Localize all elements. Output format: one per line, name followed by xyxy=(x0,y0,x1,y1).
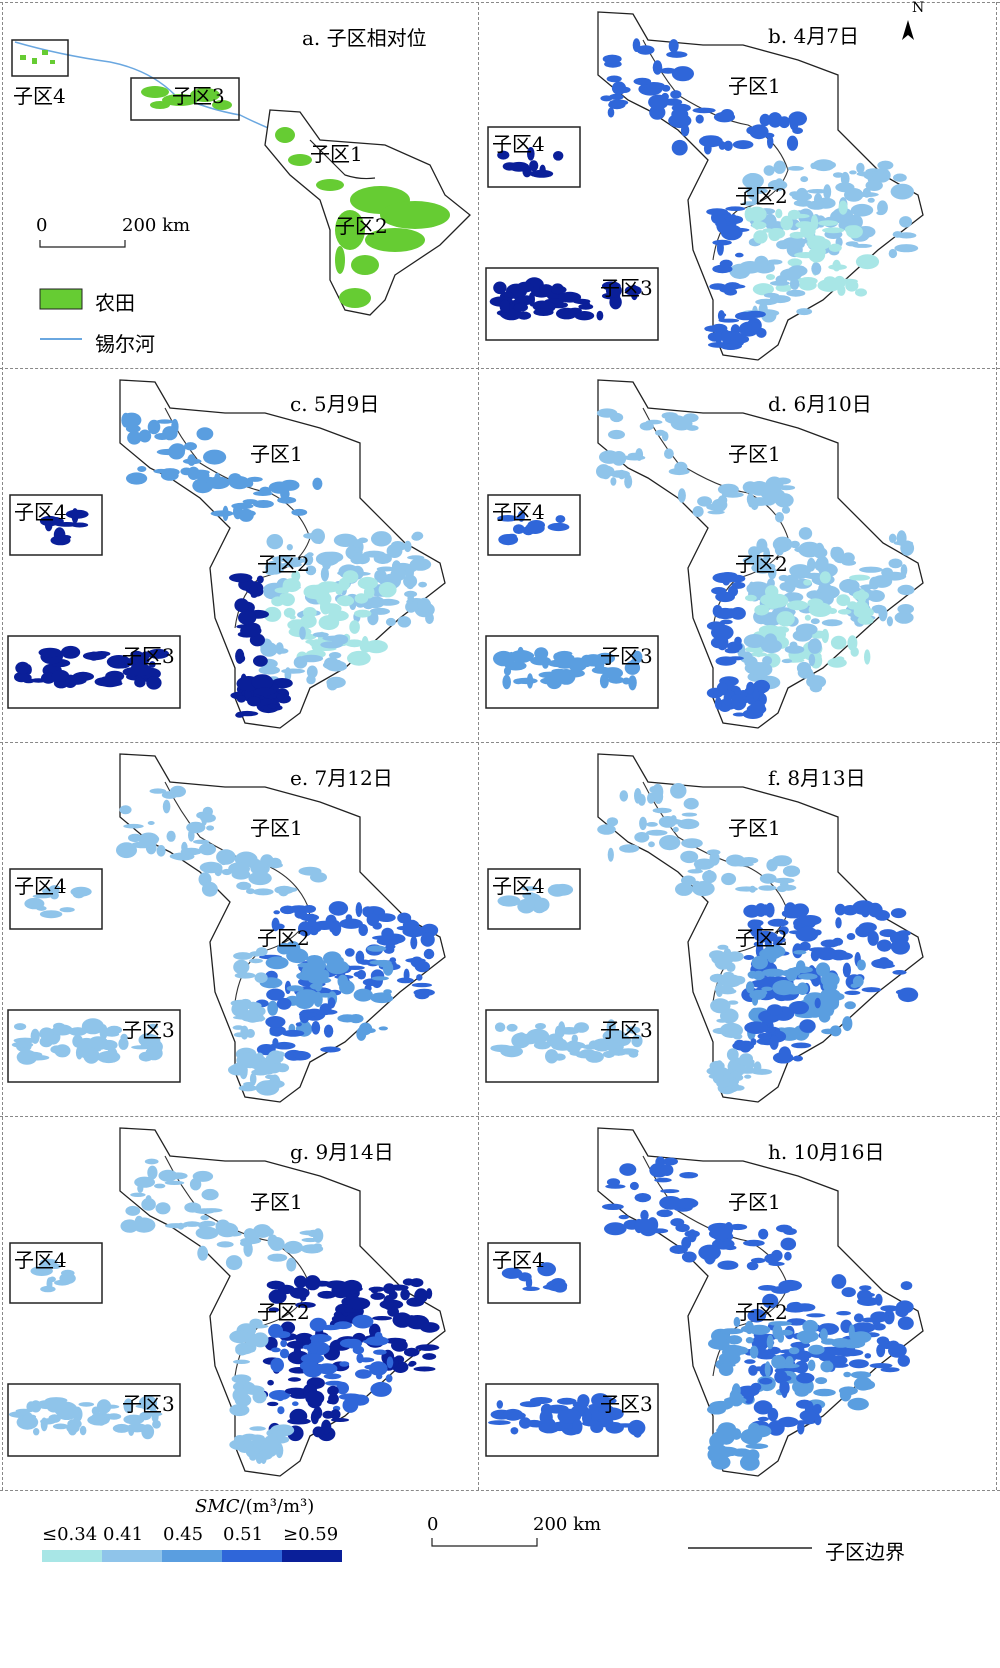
panel-e-subarea-2-label: 子区2 xyxy=(257,926,310,950)
boundary-legend-label: 子区边界 xyxy=(825,1540,905,1564)
panel-d: d. 6月10日子区1 子区2 子区4 子区3 xyxy=(478,368,1000,742)
panel-h-subarea-3-label: 子区3 xyxy=(600,1392,653,1416)
panel-f-map xyxy=(485,753,924,1103)
panel-b-subarea-1-label: 子区1 xyxy=(728,74,781,98)
smc-class-label-0: ≤0.34 xyxy=(42,1524,98,1545)
panel-a-subarea-2-label: 子区2 xyxy=(335,214,388,238)
panel-g: g. 9月14日子区1 子区2 子区4 子区3 xyxy=(0,1116,478,1490)
bottom-legend: SMC/(m³/m³) ≤0.34 0.41 0.45 0.51 ≥0.59 0 200… xyxy=(0,1490,1000,1668)
panel-c: c. 5月9日子区1 子区2 子区4 子区3 xyxy=(0,368,478,742)
panel-g-subarea-3-label: 子区3 xyxy=(122,1392,175,1416)
panel-e-subarea-3-label: 子区3 xyxy=(122,1018,175,1042)
panel-g-subarea-2-label: 子区2 xyxy=(257,1300,310,1324)
panel-h-map xyxy=(485,1127,924,1477)
legend-river-label: 锡尔河 xyxy=(95,332,155,356)
panel-f-subarea-1-label: 子区1 xyxy=(728,816,781,840)
smc-legend-title-var: SMC xyxy=(195,1496,240,1517)
panel-c-subarea-4-label: 子区4 xyxy=(14,500,67,524)
smc-class-label-2: 0.45 xyxy=(163,1524,204,1545)
panel-e-map xyxy=(7,753,446,1103)
panel-a-subarea-4-label: 子区4 xyxy=(13,84,66,108)
panel-h: h. 10月16日子区1 子区2 子区4 子区3 xyxy=(478,1116,1000,1490)
smc-class-swatch-0 xyxy=(42,1550,102,1562)
panel-f: f. 8月13日子区1 子区2 子区4 子区3 xyxy=(478,742,1000,1116)
panel-d-map xyxy=(485,379,924,729)
panel-c-title: c. 5月9日 xyxy=(290,392,380,416)
panel-g-subarea-1-label: 子区1 xyxy=(250,1190,303,1214)
smc-class-swatch-1 xyxy=(102,1550,162,1562)
panel-b-map xyxy=(485,11,924,361)
panel-a-scale-start: 0 xyxy=(36,215,48,236)
grid-divider-v xyxy=(478,2,479,1490)
panel-d-subarea-4-label: 子区4 xyxy=(492,500,545,524)
grid-divider-top xyxy=(0,2,1000,3)
panel-a-map xyxy=(11,39,471,340)
panel-h-subarea-4-label: 子区4 xyxy=(492,1248,545,1272)
panel-h-subarea-1-label: 子区1 xyxy=(728,1190,781,1214)
panel-e: e. 7月12日子区1 子区2 子区4 子区3 xyxy=(0,742,478,1116)
panel-d-subarea-3-label: 子区3 xyxy=(600,644,653,668)
panel-c-map xyxy=(7,379,446,729)
panel-b-title: b. 4月7日 xyxy=(768,24,859,48)
smc-class-label-3: 0.51 xyxy=(223,1524,264,1545)
panel-a-subarea-3-label: 子区3 xyxy=(172,84,225,108)
panel-c-subarea-3-label: 子区3 xyxy=(122,644,175,668)
grid-divider-h4 xyxy=(0,1490,1000,1491)
grid-divider-h2 xyxy=(0,742,1000,743)
smc-class-label-1: 0.41 xyxy=(103,1524,144,1545)
panel-e-subarea-1-label: 子区1 xyxy=(250,816,303,840)
panel-f-subarea-3-label: 子区3 xyxy=(600,1018,653,1042)
grid-divider-left xyxy=(2,2,3,1490)
panel-c-subarea-2-label: 子区2 xyxy=(257,552,310,576)
panel-e-title: e. 7月12日 xyxy=(290,766,393,790)
smc-class-swatch-2 xyxy=(162,1550,222,1562)
panel-h-title: h. 10月16日 xyxy=(768,1140,885,1164)
bottom-scale-end: 200 km xyxy=(533,1514,602,1535)
panel-e-subarea-4-label: 子区4 xyxy=(14,874,67,898)
smc-class-swatch-4 xyxy=(282,1550,342,1562)
smc-legend-title-unit: /(m³/m³) xyxy=(239,1496,315,1517)
panel-b-subarea-3-label: 子区3 xyxy=(600,276,653,300)
panel-g-subarea-4-label: 子区4 xyxy=(14,1248,67,1272)
bottom-legend-graphics xyxy=(431,1538,812,1549)
panel-a-subarea-1-label: 子区1 xyxy=(310,142,363,166)
panel-h-subarea-2-label: 子区2 xyxy=(735,1300,788,1324)
panel-a-scale-end: 200 km xyxy=(122,215,191,236)
panel-b-subarea-4-label: 子区4 xyxy=(492,132,545,156)
panel-d-subarea-1-label: 子区1 xyxy=(728,442,781,466)
panel-d-subarea-2-label: 子区2 xyxy=(735,552,788,576)
panel-b-subarea-2-label: 子区2 xyxy=(735,184,788,208)
panel-g-map xyxy=(7,1127,446,1477)
panel-b: b. 4月7日子区1 子区2 子区4 子区3 N xyxy=(478,0,1000,374)
panel-f-title: f. 8月13日 xyxy=(768,766,866,790)
bottom-scale-start: 0 xyxy=(427,1514,439,1535)
panel-d-title: d. 6月10日 xyxy=(768,392,872,416)
panel-c-subarea-1-label: 子区1 xyxy=(250,442,303,466)
smc-class-label-4: ≥0.59 xyxy=(283,1524,339,1545)
panel-f-subarea-4-label: 子区4 xyxy=(492,874,545,898)
grid-divider-h3 xyxy=(0,1116,1000,1117)
panel-a: a. 子区相对位 子区4 子区3 子区1 子区2 0 200 km 农田 锡尔河 xyxy=(0,0,478,368)
north-arrow-label: N xyxy=(912,0,925,16)
grid-divider-h1 xyxy=(0,368,1000,369)
legend-farmland-label: 农田 xyxy=(95,291,135,315)
grid-divider-right xyxy=(996,2,997,1490)
panel-g-title: g. 9月14日 xyxy=(290,1140,394,1164)
panel-a-title: a. 子区相对位 xyxy=(302,26,427,50)
smc-legend-title: SMC/(m³/m³) xyxy=(195,1496,314,1517)
smc-class-swatch-3 xyxy=(222,1550,282,1562)
panel-f-subarea-2-label: 子区2 xyxy=(735,926,788,950)
